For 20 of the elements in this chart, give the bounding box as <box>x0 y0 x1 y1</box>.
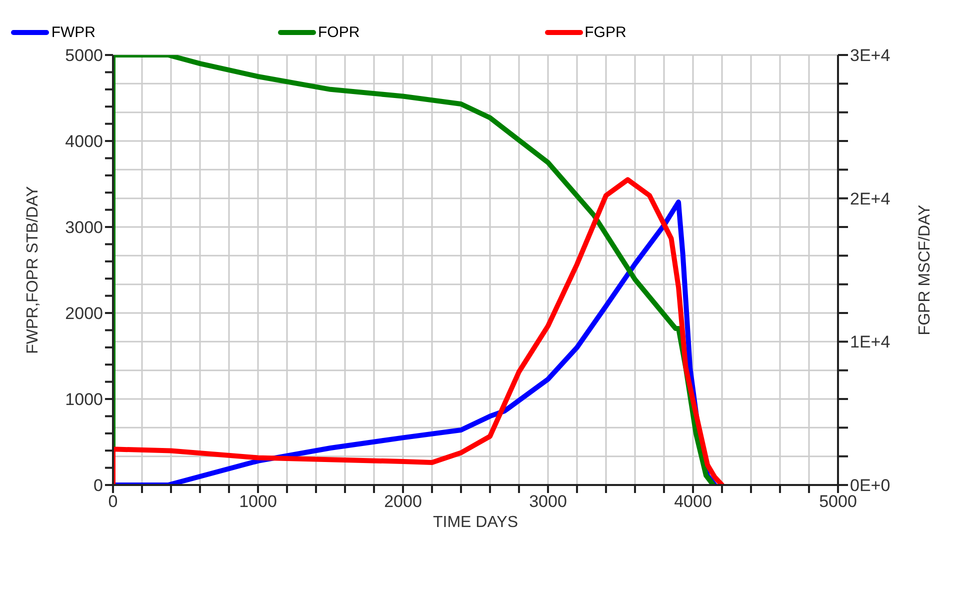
y-axis-title: FWPR,FOPR STB/DAY <box>24 186 42 354</box>
legend-label: FGPR <box>584 24 626 41</box>
y-tick-label: 2000 <box>65 304 103 324</box>
y-tick-label: 1000 <box>65 390 103 410</box>
legend-label: FWPR <box>51 24 96 41</box>
x-tick-label: 0 <box>108 492 118 512</box>
y2-tick-label: 2E+4 <box>850 189 890 208</box>
x-tick-label: 2000 <box>384 492 422 512</box>
y-tick-label: 4000 <box>65 132 103 152</box>
x-axis-title: TIME DAYS <box>432 514 518 531</box>
y2-tick-label: 3E+4 <box>850 46 890 66</box>
y2-axis-title: FGPR MSCF/DAY <box>916 204 934 336</box>
legend-label: FOPR <box>318 24 360 41</box>
y-tick-label: 5000 <box>65 46 103 66</box>
y-tick-label: 3000 <box>65 218 103 238</box>
y2-tick-label: 1E+4 <box>850 332 890 352</box>
y-tick-label: 0 <box>94 476 103 496</box>
x-tick-label: 1000 <box>239 492 277 512</box>
x-tick-label: 4000 <box>674 492 712 512</box>
x-tick-label: 3000 <box>529 492 567 512</box>
